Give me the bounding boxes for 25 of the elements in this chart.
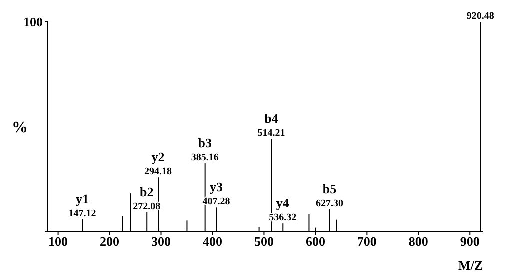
x-tick-label: 900 — [460, 234, 480, 250]
annotation: b5 — [322, 182, 338, 197]
annotation: y4 — [276, 196, 290, 211]
x-axis-title: M/Z — [458, 258, 484, 273]
x-tick-label: 300 — [152, 234, 172, 250]
x-tick-label: 700 — [357, 234, 377, 250]
x-tick-label: 200 — [100, 234, 120, 250]
x-tick-label: 100 — [48, 234, 68, 250]
annotation: 514.21 — [258, 128, 286, 140]
x-tick-label: 800 — [408, 234, 428, 250]
annotation: y2 — [152, 150, 165, 165]
y-axis-title: % — [12, 120, 28, 137]
x-tick-label: 500 — [254, 234, 274, 250]
annotation: 920.48 — [466, 11, 494, 22]
annotation: 294.18 — [144, 166, 172, 178]
annotation: b3 — [198, 136, 212, 151]
annotation: b4 — [264, 111, 279, 126]
annotation: y1 — [76, 191, 90, 206]
annotation: b2 — [140, 184, 154, 200]
annotation: 627.30 — [316, 198, 344, 210]
x-tick-label: 600 — [306, 234, 326, 250]
annotation: 147.12 — [68, 208, 96, 220]
annotation: y3 — [210, 180, 224, 195]
x-tick-label: 400 — [202, 234, 222, 250]
annotation: 385.16 — [191, 152, 219, 164]
